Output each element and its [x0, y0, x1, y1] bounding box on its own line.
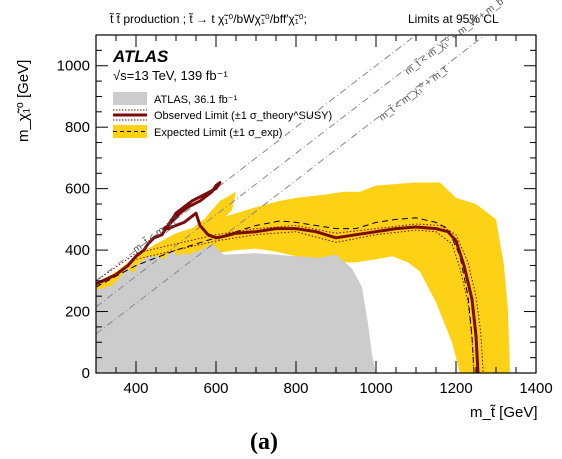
x-tick-label: 600	[203, 380, 228, 397]
atlas36-excluded-region	[96, 243, 376, 373]
limit-curves	[96, 181, 484, 373]
observed-limit-line	[96, 181, 480, 373]
y-tick-label: 800	[65, 119, 90, 136]
observed-theory-up-line	[96, 223, 484, 373]
y-tick-label: 1000	[57, 58, 90, 75]
y-tick-label: 200	[65, 304, 90, 321]
process-header: t̃ t̃ production ; t̃ → t χ̃₁⁰/bWχ̃₁⁰/bf…	[109, 11, 307, 26]
x-axis-title: m_t̃ [GeV]	[470, 404, 538, 421]
kinematic-lines	[96, 35, 487, 335]
x-tick-label: 1000	[359, 380, 392, 397]
legend: ATLAS, 36.1 fb⁻¹ Observed Limit (±1 σ_th…	[113, 92, 332, 139]
x-tick-label: 1400	[519, 380, 552, 397]
kinematic-line-1	[96, 35, 487, 335]
legend-swatch-atlas36	[113, 92, 147, 105]
y-tick-label: 400	[65, 242, 90, 259]
y-axis-title: m_χ̃₁⁰ [GeV]	[15, 60, 32, 142]
legend-label-atlas36: ATLAS, 36.1 fb⁻¹	[154, 94, 238, 106]
x-tick-label: 400	[123, 380, 148, 397]
legend-label-observed: Observed Limit (±1 σ_theory^SUSY)	[154, 110, 332, 122]
y-tick-label: 0	[82, 365, 90, 382]
energy-lumi: √s=13 TeV, 139 fb⁻¹	[113, 68, 229, 83]
atlas-label: ATLAS	[112, 47, 169, 66]
regions-layer	[96, 182, 510, 373]
cl-header: Limits at 95% CL	[408, 12, 499, 26]
legend-label-expected: Expected Limit (±1 σ_exp)	[154, 127, 282, 139]
axes: 400 600 800 1000 1200 1400 0 200 400 600 800 1000	[57, 34, 553, 397]
x-tick-label: 800	[283, 380, 308, 397]
y-tick-label: 600	[65, 181, 90, 198]
panel-label: (a)	[250, 429, 278, 455]
x-tick-label: 1200	[439, 380, 472, 397]
